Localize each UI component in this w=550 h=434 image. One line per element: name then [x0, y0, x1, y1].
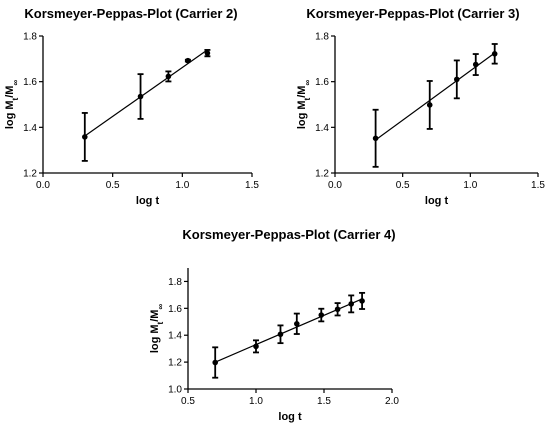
data-point: [372, 135, 379, 142]
data-point: [318, 312, 325, 318]
x-tick-label: 0.0: [328, 180, 342, 191]
data-point: [491, 51, 498, 57]
y-tick-label: 1.8: [23, 32, 37, 43]
y-tick-label: 1.6: [315, 77, 329, 88]
y-axis-label: log Mt/M∞: [149, 304, 165, 354]
x-tick-label: 1.5: [317, 396, 331, 407]
y-tick-label: 1.4: [23, 123, 37, 134]
x-tick-label: 1.0: [463, 180, 477, 191]
x-tick-label: 0.5: [396, 180, 410, 191]
chart-title: Korsmeyer-Peppas-Plot (Carrier 3): [306, 6, 519, 21]
y-tick-label: 1.4: [168, 331, 182, 342]
data-point: [454, 76, 460, 83]
data-point: [426, 102, 433, 108]
chart-title: Korsmeyer-Peppas-Plot (Carrier 2): [24, 6, 237, 21]
data-point: [348, 301, 355, 307]
y-tick-label: 1.2: [168, 358, 182, 369]
y-tick-label: 1.6: [168, 304, 182, 315]
data-point: [359, 298, 365, 304]
x-axis-label: log t: [136, 195, 160, 207]
data-point: [294, 320, 300, 327]
x-axis-label: log t: [425, 195, 449, 207]
data-point: [82, 134, 88, 140]
x-tick-label: 2.0: [385, 396, 399, 407]
data-point: [185, 57, 191, 64]
y-tick-label: 1.0: [168, 385, 182, 396]
y-tick-label: 1.2: [23, 169, 37, 180]
chart-title: Korsmeyer-Peppas-Plot (Carrier 4): [182, 227, 395, 242]
y-tick-label: 1.6: [23, 77, 37, 88]
y-tick-label: 1.4: [315, 123, 329, 134]
data-point: [165, 73, 172, 80]
x-tick-label: 0.5: [106, 180, 120, 191]
data-point: [472, 61, 479, 68]
x-axis-label: log t: [278, 411, 302, 423]
x-tick-label: 0.0: [36, 180, 50, 191]
x-tick-label: 1.0: [175, 180, 189, 191]
x-tick-label: 1.5: [245, 180, 259, 191]
fit-line: [84, 49, 208, 137]
fit-line: [375, 52, 496, 141]
x-tick-label: 0.5: [181, 396, 195, 407]
chart-panel-2: Korsmeyer-Peppas-Plot (Carrier 2) 0.0 0.5 1…: [4, 6, 259, 207]
data-point: [334, 306, 341, 313]
chart-panel-4: Korsmeyer-Peppas-Plot (Carrier 4)0.5 1.0 1…: [149, 227, 399, 423]
data-point: [204, 50, 211, 56]
chart-panel-3: Korsmeyer-Peppas-Plot (Carrier 3) 0.0 0.5 1…: [296, 6, 545, 207]
x-tick-label: 1.0: [249, 396, 263, 407]
data-point: [212, 359, 218, 366]
y-tick-label: 1.8: [168, 277, 182, 288]
data-point: [253, 343, 259, 350]
y-axis-label: log Mt/M∞: [4, 80, 20, 130]
y-tick-label: 1.8: [315, 32, 329, 43]
x-tick-label: 1.5: [531, 180, 545, 191]
data-point: [277, 331, 284, 338]
y-tick-label: 1.2: [315, 169, 329, 180]
data-point: [137, 93, 144, 100]
y-axis-label: log Mt/M∞: [296, 80, 312, 130]
